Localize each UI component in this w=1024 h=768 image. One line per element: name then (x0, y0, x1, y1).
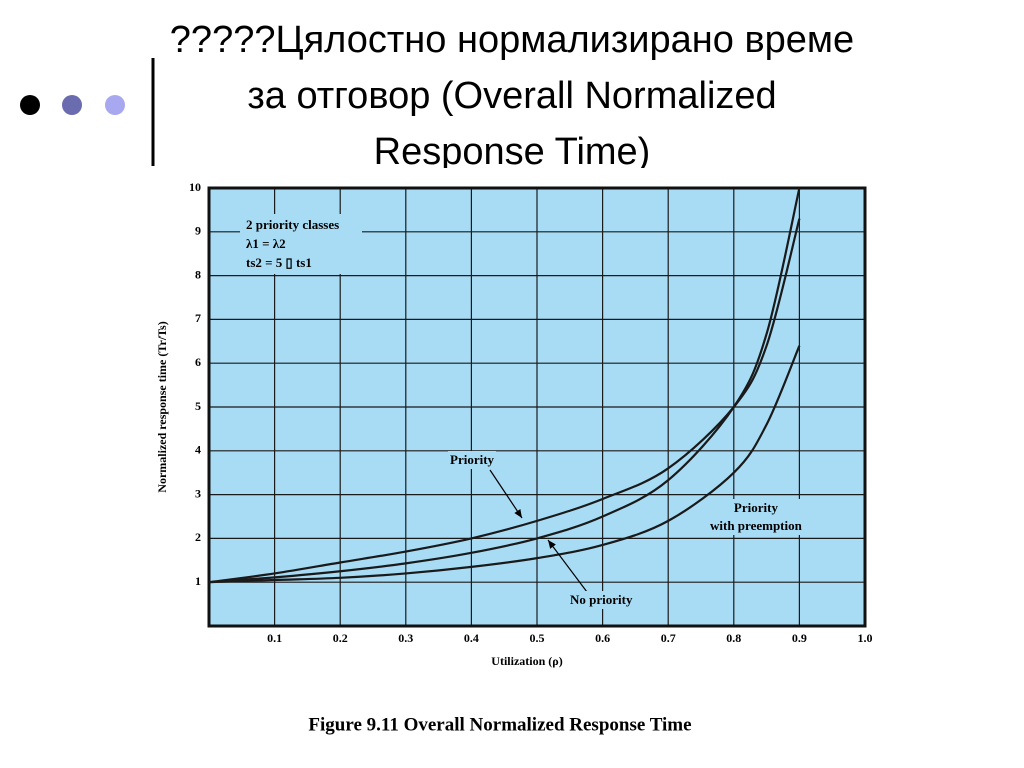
x-tick-label: 0.2 (333, 631, 348, 645)
x-tick-label: 0.9 (792, 631, 807, 645)
x-tick-label: 1.0 (858, 631, 873, 645)
info-text: ts2 = 5 ▯ ts1 (246, 255, 312, 270)
series-line (208, 345, 801, 584)
series-line (208, 187, 801, 584)
y-tick-label: 4 (195, 443, 201, 457)
slide-title: ?????Цялостно нормализирано време за отг… (169, 19, 855, 168)
y-tick-label: 5 (195, 399, 201, 413)
x-tick-label: 0.1 (267, 631, 282, 645)
x-tick-label: 0.7 (661, 631, 676, 645)
series-label: No priority (568, 591, 635, 609)
y-tick-label: 2 (195, 530, 201, 544)
label-arrow (489, 469, 523, 519)
x-axis-label: Utilization (ρ) (491, 654, 562, 668)
x-tick-label: 0.4 (464, 631, 479, 645)
series-label: Priority (448, 451, 497, 469)
x-tick-label: 0.6 (595, 631, 610, 645)
caption: Figure 9.11 Overall Normalized Response … (308, 714, 691, 735)
y-tick-label: 7 (195, 311, 201, 325)
x-tick-label: 0.8 (726, 631, 741, 645)
x-tick-label: 0.3 (398, 631, 413, 645)
y-axis-label: Normalized response time (Tr/Ts) (155, 321, 169, 492)
label-arrow (547, 539, 591, 597)
info-box (240, 214, 362, 274)
info-text: λ1 = λ2 (246, 236, 286, 251)
bullet (20, 95, 40, 115)
y-tick-label: 10 (189, 180, 201, 194)
y-tick-label: 1 (195, 574, 201, 588)
info-text: 2 priority classes (246, 217, 339, 232)
plot-frame (207, 186, 867, 628)
series-line (208, 218, 801, 584)
x-tick-label: 0.5 (530, 631, 545, 645)
y-tick-label: 6 (195, 355, 201, 369)
y-tick-label: 3 (195, 486, 201, 500)
y-tick-label: 8 (195, 267, 201, 281)
bullet (105, 95, 125, 115)
series-label: Priority with preemption (708, 499, 804, 535)
bullet (62, 95, 82, 115)
y-tick-label: 9 (195, 224, 201, 238)
